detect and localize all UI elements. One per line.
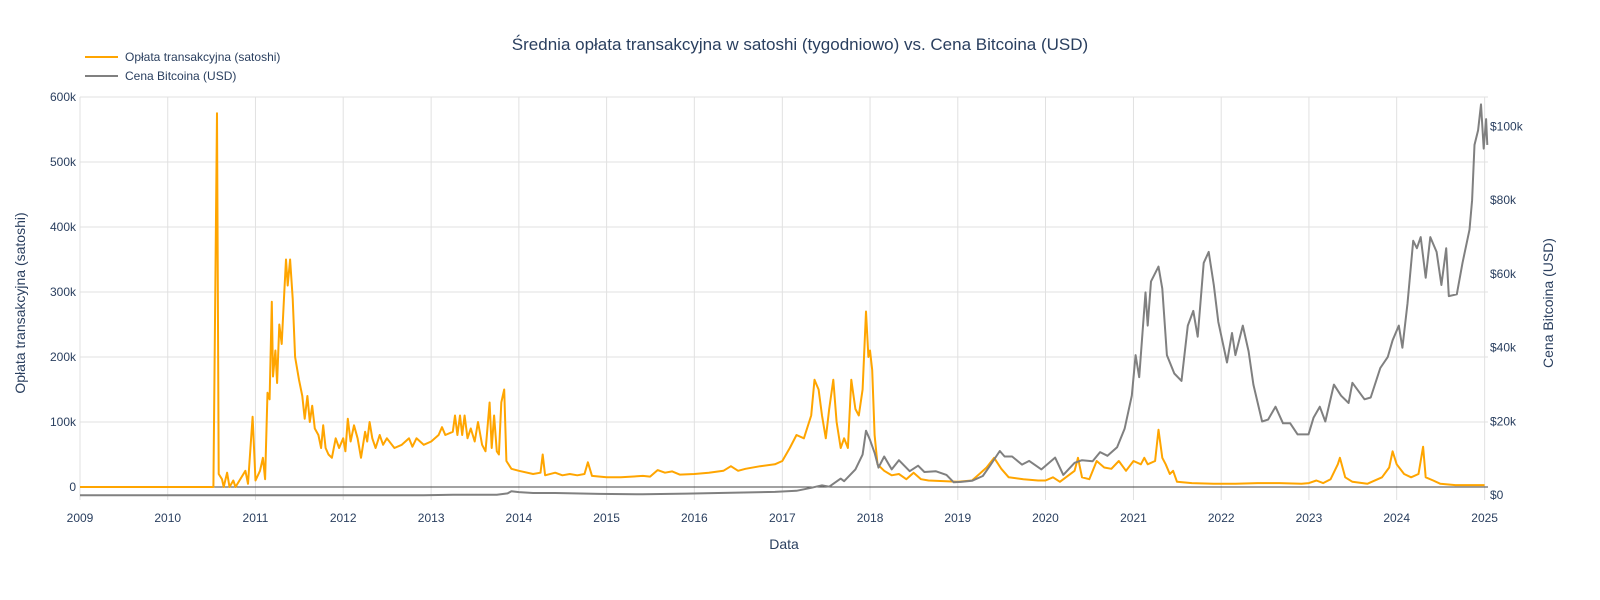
y-right-tick-label: $40k (1490, 341, 1517, 355)
x-axis-ticks: 2009 2010 2011 2012 2013 2014 2015 2016 2017 2018… (67, 511, 1499, 525)
x-tick-label: 2013 (418, 511, 445, 525)
x-axis-title: Data (769, 536, 799, 552)
x-tick-label: 2019 (944, 511, 971, 525)
x-tick-label: 2011 (243, 511, 269, 525)
series-line-price[interactable] (80, 103, 1489, 497)
x-tick-label: 2021 (1120, 511, 1147, 525)
y-left-axis-ticks: 0 100k 200k 300k 400k 500k 600k (50, 90, 77, 494)
chart-title: Średnia opłata transakcyjna w satoshi (t… (512, 35, 1088, 54)
x-tick-label: 2010 (154, 511, 181, 525)
y-left-tick-label: 300k (50, 285, 77, 299)
y-left-tick-label: 400k (50, 220, 77, 234)
legend-label-price: Cena Bitcoina (USD) (125, 69, 236, 83)
y-right-tick-label: $100k (1490, 119, 1524, 133)
grid (79, 96, 1488, 500)
x-tick-label: 2015 (593, 511, 620, 525)
x-tick-label: 2014 (506, 511, 533, 525)
y-right-axis-title: Cena Bitcoina (USD) (1540, 238, 1556, 368)
x-tick-label: 2017 (769, 511, 796, 525)
y-left-tick-label: 0 (69, 480, 76, 494)
plot-area[interactable] (80, 103, 1489, 497)
x-tick-label: 2018 (857, 511, 884, 525)
y-right-tick-label: $20k (1490, 414, 1517, 428)
x-tick-label: 2020 (1032, 511, 1059, 525)
y-left-tick-label: 200k (50, 350, 77, 364)
x-tick-label: 2024 (1383, 511, 1410, 525)
y-right-axis-ticks: $0 $20k $40k $60k $80k $100k (1490, 119, 1524, 502)
legend[interactable]: Opłata transakcyjna (satoshi) Cena Bitco… (85, 50, 280, 83)
y-left-tick-label: 500k (50, 155, 77, 169)
legend-item-price[interactable]: Cena Bitcoina (USD) (85, 69, 236, 83)
y-right-tick-label: $60k (1490, 267, 1517, 281)
y-right-tick-label: $0 (1490, 488, 1504, 502)
legend-label-fee: Opłata transakcyjna (satoshi) (125, 50, 280, 64)
series-line-fee[interactable] (80, 112, 1485, 488)
y-left-axis-title: Opłata transakcyjna (satoshi) (12, 212, 28, 393)
x-tick-label: 2012 (330, 511, 357, 525)
legend-item-fee[interactable]: Opłata transakcyjna (satoshi) (85, 50, 280, 64)
y-left-tick-label: 600k (50, 90, 77, 104)
y-right-tick-label: $80k (1490, 193, 1517, 207)
x-tick-label: 2025 (1471, 511, 1498, 525)
x-tick-label: 2009 (67, 511, 94, 525)
y-left-tick-label: 100k (50, 415, 77, 429)
x-tick-label: 2022 (1208, 511, 1235, 525)
x-tick-label: 2023 (1296, 511, 1323, 525)
x-tick-label: 2016 (681, 511, 708, 525)
